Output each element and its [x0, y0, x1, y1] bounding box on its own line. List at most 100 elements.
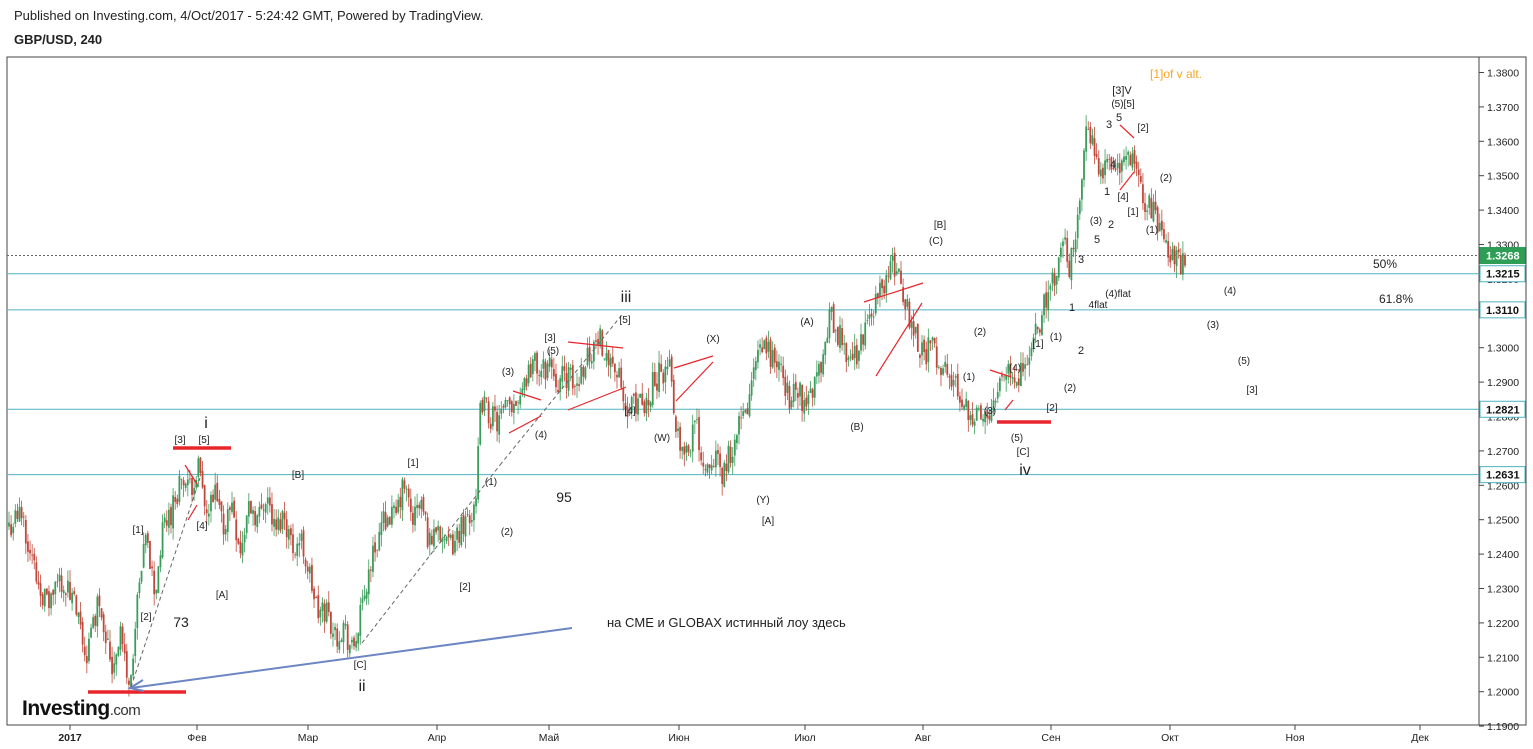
- wave-label: [C]: [1017, 447, 1030, 458]
- candle-body: [889, 261, 892, 279]
- candle-body: [420, 499, 423, 510]
- candle-body: [1169, 255, 1172, 263]
- candle-body: [1003, 376, 1005, 378]
- candle-body: [33, 553, 36, 561]
- wave-label: (X): [706, 334, 719, 345]
- candle-body: [538, 374, 541, 376]
- candle-body: [203, 485, 206, 507]
- candle-body: [1099, 169, 1102, 177]
- candle-body: [674, 416, 677, 432]
- candle-body: [590, 360, 593, 364]
- candle-body: [973, 421, 976, 426]
- wave-label: [1]: [1032, 339, 1043, 350]
- candle-body: [27, 541, 29, 552]
- candle-body: [653, 371, 656, 386]
- wave-label: i: [204, 415, 208, 432]
- candle-body: [416, 504, 419, 509]
- candle-body: [462, 514, 465, 535]
- wave-label: (2): [974, 327, 986, 338]
- candle-body: [540, 370, 543, 378]
- candle-body: [733, 439, 736, 456]
- candle-body: [637, 398, 639, 415]
- candle-body: [843, 343, 846, 345]
- candle-body: [872, 316, 875, 318]
- candle-body: [1089, 126, 1092, 144]
- candle-body: [1184, 254, 1186, 266]
- candle-body: [342, 622, 345, 643]
- candle-body: [456, 527, 459, 540]
- candle-body: [424, 511, 427, 515]
- candle-body: [1083, 150, 1085, 180]
- y-tick-label: 1.2500: [1487, 515, 1519, 527]
- candle-body: [443, 539, 446, 541]
- candle-body: [256, 515, 259, 528]
- candle-body: [365, 591, 368, 599]
- candle-body: [266, 497, 269, 504]
- candle-body: [102, 614, 105, 633]
- wave-label: iv: [1019, 462, 1031, 479]
- candle-body: [1074, 239, 1077, 253]
- candle-body: [658, 362, 660, 392]
- candle-body: [1066, 238, 1069, 262]
- candle-body: [1167, 241, 1170, 258]
- y-tick-label: 1.1900: [1487, 721, 1519, 733]
- candle-body: [891, 255, 894, 261]
- tl-9: [863, 282, 924, 303]
- candle-body: [691, 424, 694, 452]
- candle-body: [759, 344, 761, 348]
- candle-body: [1171, 248, 1174, 260]
- tl-5: [567, 341, 624, 349]
- tl-7: [673, 355, 714, 369]
- candle-body: [738, 416, 740, 435]
- candle-body: [336, 628, 339, 647]
- candle-body: [559, 378, 562, 392]
- candle-body: [96, 596, 99, 627]
- candle-body: [357, 633, 360, 644]
- candle-body: [546, 363, 549, 378]
- candle-body: [809, 388, 812, 394]
- wave-label: (4): [1224, 286, 1236, 297]
- candle-body: [822, 354, 825, 375]
- candle-body: [536, 352, 538, 374]
- candle-body: [500, 408, 503, 414]
- candle-body: [479, 402, 482, 445]
- candle-body: [841, 328, 843, 346]
- candle-body: [1123, 156, 1125, 163]
- candle-body: [769, 339, 772, 367]
- candle-body: [149, 541, 151, 569]
- candle-body: [315, 596, 318, 599]
- candle-body: [144, 535, 147, 546]
- candle-body: [407, 488, 410, 498]
- candle-body: [771, 350, 774, 368]
- candle-body: [866, 319, 869, 321]
- candle-body: [1110, 157, 1113, 170]
- tl-12: [1004, 399, 1014, 411]
- candle-body: [254, 511, 257, 526]
- candle-body: [906, 298, 909, 307]
- wave-label: [3]V: [1112, 85, 1132, 97]
- candle-body: [239, 541, 242, 554]
- candle-body: [273, 518, 275, 527]
- candle-body: [696, 419, 698, 420]
- candle-body: [1034, 323, 1037, 335]
- wave-label: [2]: [1046, 403, 1057, 414]
- candle-body: [445, 536, 448, 541]
- candle-body: [351, 639, 353, 643]
- candle-body: [1152, 201, 1155, 222]
- wave-label: [A]: [216, 590, 228, 601]
- candle-body: [761, 347, 764, 353]
- candle-body: [437, 525, 440, 531]
- candle-body: [201, 470, 204, 488]
- candle-body: [167, 509, 170, 528]
- candle-body: [48, 591, 50, 609]
- candle-body: [679, 426, 681, 451]
- candle-body: [571, 365, 574, 389]
- candle-body: [765, 337, 768, 354]
- y-tick-label: 1.2100: [1487, 652, 1519, 664]
- candle-body: [834, 330, 837, 332]
- candle-body: [534, 353, 536, 361]
- candle-body: [29, 549, 31, 554]
- candle-body: [100, 608, 103, 618]
